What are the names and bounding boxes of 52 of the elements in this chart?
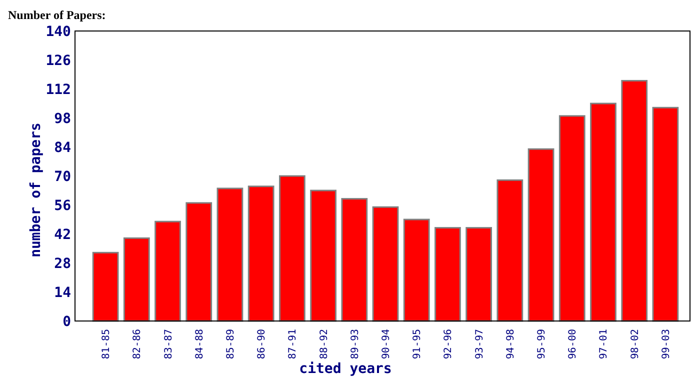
x-tick-label: 96-00 [568, 329, 579, 360]
x-tick-label: 99-03 [660, 329, 672, 360]
bar [278, 175, 306, 322]
x-tick-label: 86-90 [256, 329, 268, 360]
bar [341, 198, 368, 322]
x-tick-label: 89-93 [350, 329, 361, 360]
x-tick-label: 94-98 [505, 329, 516, 360]
bar [496, 179, 524, 322]
bar [372, 206, 399, 322]
y-tick-label: 28 [54, 256, 71, 272]
y-tick-label: 0 [62, 314, 71, 330]
bar [154, 220, 181, 322]
y-tick-label: 98 [54, 110, 71, 127]
bar [310, 190, 336, 322]
x-tick-label: 87-91 [288, 329, 299, 360]
x-tick-label: 81-85 [101, 329, 112, 360]
bar [403, 218, 430, 322]
x-tick-label: 83-87 [163, 329, 174, 360]
bar [652, 106, 679, 322]
bar [558, 115, 586, 322]
y-tick-label: 140 [46, 24, 71, 40]
x-tick-label: 93-97 [474, 329, 486, 360]
x-tick-label: 84-88 [194, 329, 206, 360]
y-tick-label: 70 [54, 168, 71, 185]
bar [186, 202, 212, 322]
y-tick-label: 14 [54, 284, 71, 301]
bar [621, 80, 648, 322]
y-tick-label: 126 [46, 52, 71, 69]
x-tick-label: 85-89 [225, 329, 236, 360]
bar [248, 186, 274, 322]
chart-title: Number of Papers: [8, 8, 106, 22]
x-tick-label: 95-99 [536, 329, 548, 360]
bar [590, 102, 616, 322]
x-tick-label: 90-94 [381, 329, 392, 360]
bar [123, 237, 150, 322]
x-axis-title: cited years [299, 361, 392, 377]
bar [466, 227, 492, 322]
bar [434, 227, 461, 322]
x-tick-label: 97-01 [598, 329, 610, 360]
bar [528, 148, 554, 322]
bar [92, 252, 119, 322]
x-tick-label: 98-02 [630, 329, 641, 360]
x-tick-label: 91-95 [412, 329, 424, 360]
y-axis-title: number of papers [28, 122, 44, 258]
y-tick-label: 56 [54, 198, 71, 214]
y-tick-label: 112 [46, 82, 71, 98]
x-tick-label: 92-96 [443, 329, 454, 360]
x-tick-label: 82-86 [132, 329, 144, 360]
x-tick-label: 88-92 [318, 329, 330, 360]
bar [216, 188, 244, 322]
y-tick-label: 84 [54, 140, 71, 156]
y-tick-label: 42 [54, 226, 71, 243]
